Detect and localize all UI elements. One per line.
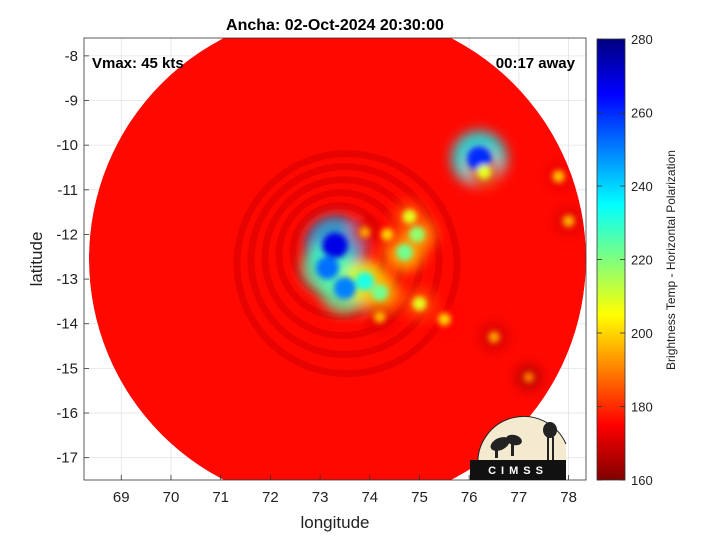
- time-offset-annotation: 00:17 away: [496, 55, 576, 72]
- x-axis-label: longitude: [300, 513, 369, 532]
- colorbar-ticks: 280 260 240 220 200 180 160: [597, 32, 653, 488]
- x-tick-label: 73: [312, 489, 329, 506]
- feature-core: [477, 164, 492, 180]
- y-tick-label: -10: [56, 137, 78, 154]
- svg-text:CIMSS: CIMSS: [488, 465, 548, 477]
- x-tick-label: 71: [212, 489, 229, 506]
- feature-core: [552, 170, 565, 183]
- x-tick-label: 69: [113, 489, 130, 506]
- y-tick-label: -12: [56, 226, 78, 243]
- feature-core: [412, 296, 427, 311]
- colorbar-tick-label: 200: [631, 326, 653, 341]
- feature-core: [562, 215, 575, 227]
- feature-core: [322, 232, 348, 259]
- colorbar-tick-label: 160: [631, 473, 653, 488]
- feature-core: [359, 226, 371, 238]
- colorbar-tick-label: 220: [631, 253, 653, 268]
- swath-ring: [233, 150, 461, 378]
- colorbar-label: Brightness Temp - Horizontal Polarizatio…: [664, 150, 678, 370]
- y-tick-label: -14: [56, 316, 78, 333]
- feature-core: [396, 243, 414, 261]
- vmax-annotation: Vmax: 45 kts: [92, 55, 184, 72]
- feature-core: [333, 276, 357, 300]
- x-tick-label: 78: [560, 489, 577, 506]
- chart-title: Ancha: 02-Oct-2024 20:30:00: [226, 17, 444, 34]
- y-axis-label: latitude: [27, 232, 46, 287]
- cimss-logo: CIMSS: [470, 416, 567, 480]
- x-tick-label: 77: [511, 489, 528, 506]
- y-tick-label: -9: [65, 93, 78, 110]
- x-tick-label: 75: [411, 489, 428, 506]
- y-axis-ticks: -8 -9 -10 -11 -12 -13 -14 -15 -16 -17: [56, 48, 89, 467]
- feature-core: [371, 284, 389, 301]
- x-axis-ticks: 69 70 71 72 73 74 75 76 77 78: [113, 475, 577, 506]
- y-tick-label: -11: [57, 182, 78, 199]
- feature-core: [408, 226, 426, 243]
- colorbar-tick-label: 240: [631, 179, 653, 194]
- colorbar-tick-label: 180: [631, 400, 653, 415]
- colorbar-tick-label: 280: [631, 32, 653, 47]
- y-tick-label: -8: [65, 48, 78, 65]
- colorbar-tick-label: 260: [631, 106, 653, 121]
- y-tick-label: -15: [56, 360, 78, 377]
- feature-core: [523, 371, 535, 383]
- feature-core: [402, 209, 417, 224]
- y-tick-label: -16: [56, 405, 78, 422]
- y-tick-label: -17: [56, 450, 78, 467]
- feature-core: [488, 331, 500, 343]
- y-tick-label: -13: [56, 271, 78, 288]
- swath-ring: [247, 163, 443, 359]
- feature-core: [467, 146, 492, 171]
- feature-core: [438, 312, 451, 326]
- feature-core: [316, 256, 339, 280]
- feature-core: [373, 311, 386, 323]
- feature-core: [355, 271, 375, 291]
- feature-core: [380, 228, 394, 241]
- x-tick-label: 76: [461, 489, 478, 506]
- x-tick-label: 74: [361, 489, 378, 506]
- x-tick-label: 72: [262, 489, 279, 506]
- plot-frame: [83, 37, 587, 481]
- x-tick-label: 70: [163, 489, 180, 506]
